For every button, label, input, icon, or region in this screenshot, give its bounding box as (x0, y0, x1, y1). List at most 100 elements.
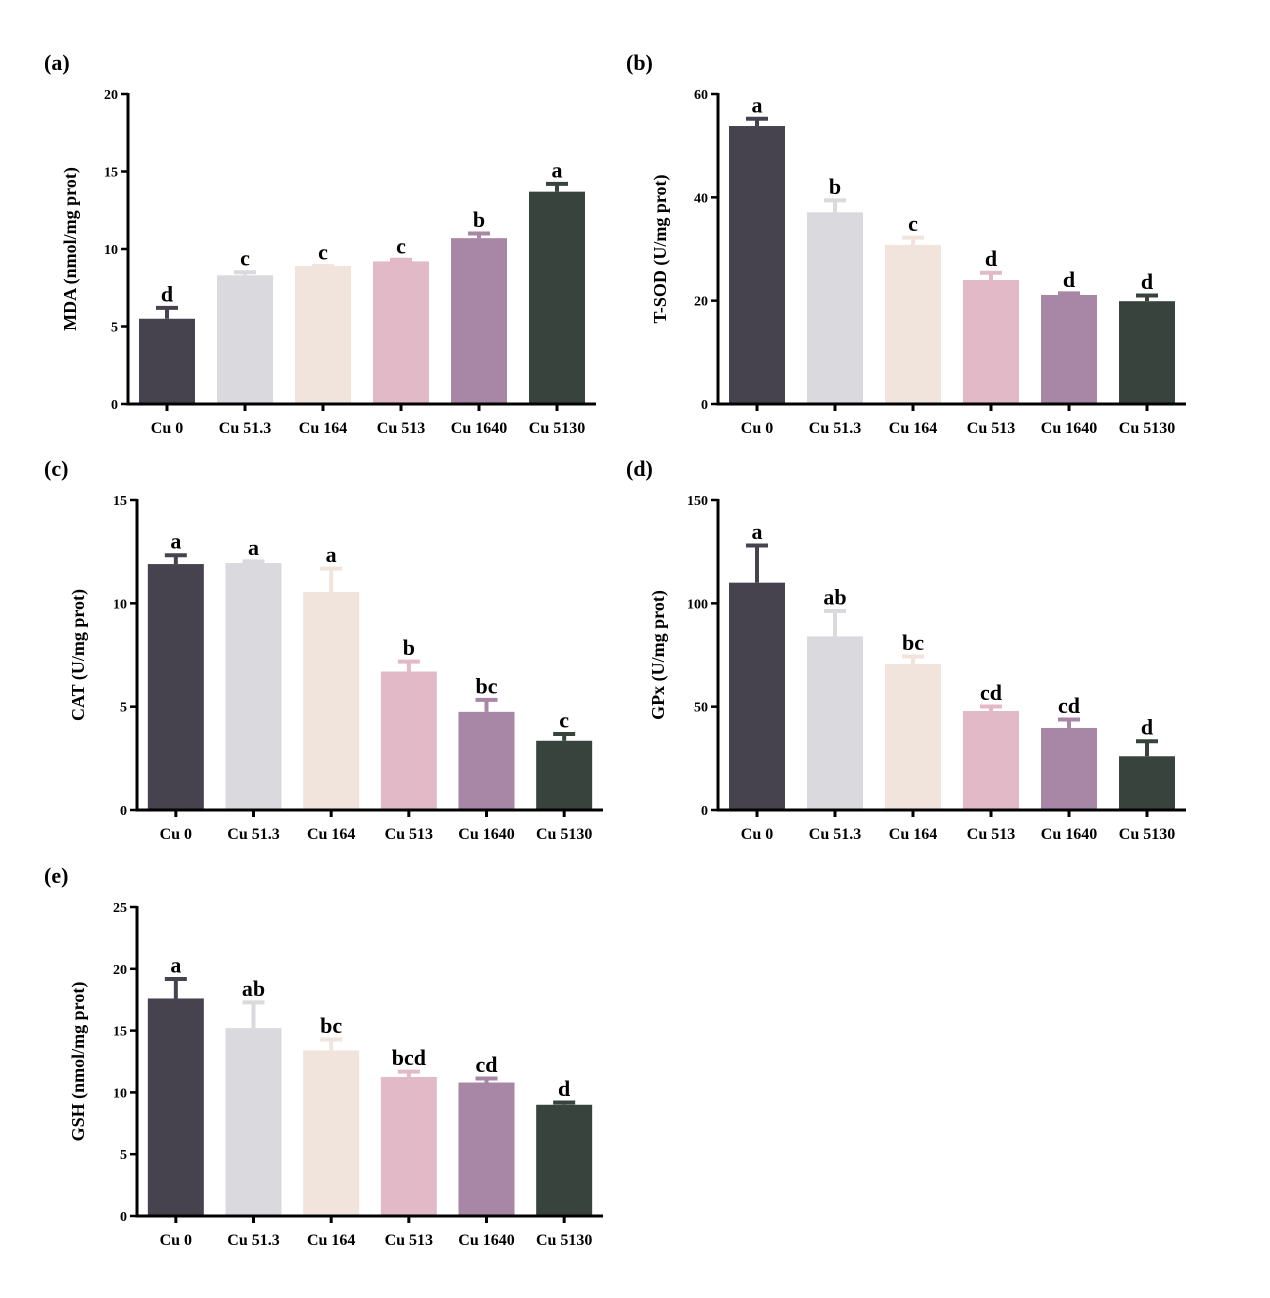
x-tick-label: Cu 51.3 (809, 826, 861, 843)
x-tick-label: Cu 1640 (1041, 420, 1097, 437)
x-tick-label: Cu 164 (299, 420, 347, 437)
panel-label: (a) (44, 50, 70, 75)
y-tick-label: 20 (113, 963, 127, 978)
x-tick-label: Cu 513 (377, 420, 425, 437)
y-tick-label: 10 (104, 243, 118, 258)
bar (380, 1076, 437, 1216)
x-tick-label: Cu 164 (889, 420, 937, 437)
panel-a: (a) MDA (nmol/mg prot) d Cu 0 c Cu 51.3 c Cu 16… (44, 50, 596, 437)
significance-letter: a (752, 519, 763, 544)
bar (536, 740, 593, 810)
y-tick-label: 10 (113, 597, 127, 612)
y-tick-label: 0 (120, 804, 127, 819)
significance-letter: d (1063, 267, 1075, 292)
bar (303, 1050, 360, 1216)
x-tick-label: Cu 1640 (1041, 826, 1097, 843)
significance-letter: b (403, 635, 415, 660)
x-tick-label: Cu 513 (385, 826, 433, 843)
bar (963, 711, 1019, 810)
significance-letter: c (908, 211, 918, 236)
significance-letter: a (170, 529, 181, 554)
x-tick-label: Cu 164 (307, 826, 355, 843)
x-tick-label: Cu 0 (160, 826, 192, 843)
panel-b: (b) T-SOD (U/mg prot) a Cu 0 b Cu 51.3 c Cu 164… (626, 50, 1186, 437)
significance-letter: b (829, 174, 841, 199)
bar (729, 582, 785, 810)
x-tick-label: Cu 0 (741, 826, 773, 843)
bar (1119, 301, 1175, 404)
x-tick-label: Cu 51.3 (219, 420, 271, 437)
significance-letter: a (170, 952, 181, 977)
significance-letter: c (559, 708, 569, 733)
panel-d: (d) GPx (U/mg prot) a Cu 0 ab Cu 51.3 bc Cu 164… (626, 456, 1186, 843)
x-tick-label: Cu 5130 (1119, 826, 1175, 843)
y-axis-label: CAT (U/mg prot) (68, 589, 89, 721)
bar (139, 318, 195, 404)
significance-letter: d (1141, 715, 1153, 740)
bar (807, 636, 863, 810)
significance-letter: cd (476, 1052, 498, 1077)
x-tick-label: Cu 1640 (458, 826, 514, 843)
x-tick-label: Cu 0 (151, 420, 183, 437)
significance-letter: bc (476, 673, 498, 698)
x-tick-label: Cu 5130 (536, 826, 592, 843)
bar (373, 261, 429, 404)
significance-letter: a (552, 157, 563, 182)
significance-letter: d (1141, 269, 1153, 294)
y-tick-label: 0 (701, 804, 708, 819)
x-tick-label: Cu 51.3 (227, 1232, 279, 1249)
bar (303, 591, 360, 810)
y-axis-label: GSH (nmol/mg prot) (68, 982, 89, 1142)
significance-letter: bc (320, 1013, 342, 1038)
x-tick-label: Cu 5130 (1119, 420, 1175, 437)
y-tick-label: 150 (687, 494, 708, 509)
x-tick-label: Cu 0 (741, 420, 773, 437)
y-tick-label: 0 (701, 398, 708, 413)
x-tick-label: Cu 51.3 (227, 826, 279, 843)
bar (1041, 727, 1097, 810)
x-tick-label: Cu 513 (967, 420, 1015, 437)
bar (217, 275, 273, 404)
bar (1041, 294, 1097, 404)
bar (536, 1104, 593, 1216)
y-tick-label: 100 (687, 597, 708, 612)
y-tick-label: 15 (113, 1025, 127, 1040)
bar (147, 998, 204, 1216)
significance-letter: c (240, 246, 250, 271)
bar (380, 671, 437, 810)
y-tick-label: 20 (694, 295, 708, 310)
x-tick-label: Cu 5130 (536, 1232, 592, 1249)
y-axis-label: GPx (U/mg prot) (648, 590, 669, 720)
bar (729, 126, 785, 405)
panel-label: (b) (626, 50, 653, 75)
x-tick-label: Cu 5130 (529, 420, 585, 437)
y-tick-label: 50 (694, 701, 708, 716)
y-tick-label: 15 (113, 494, 127, 509)
significance-letter: cd (1058, 693, 1080, 718)
significance-letter: ab (823, 585, 846, 610)
y-tick-label: 15 (104, 166, 118, 181)
x-tick-label: Cu 164 (889, 826, 937, 843)
y-tick-label: 5 (120, 701, 127, 716)
y-tick-label: 20 (104, 88, 118, 103)
bar (529, 191, 585, 404)
significance-letter: c (396, 233, 406, 258)
bar (885, 244, 941, 404)
bar (147, 564, 204, 810)
significance-letter: b (473, 207, 485, 232)
x-tick-label: Cu 164 (307, 1232, 355, 1249)
significance-letter: a (752, 92, 763, 117)
significance-letter: d (161, 281, 173, 306)
significance-letter: d (558, 1076, 570, 1101)
bar (458, 711, 515, 810)
panel-label: (e) (44, 863, 68, 888)
y-axis-label: MDA (nmol/mg prot) (60, 167, 81, 331)
bar (885, 664, 941, 810)
significance-letter: a (248, 535, 259, 560)
y-tick-label: 40 (694, 191, 708, 206)
bar (451, 238, 507, 404)
y-axis-label: T-SOD (U/mg prot) (650, 174, 671, 323)
significance-letter: a (326, 542, 337, 567)
significance-letter: ab (242, 976, 265, 1001)
